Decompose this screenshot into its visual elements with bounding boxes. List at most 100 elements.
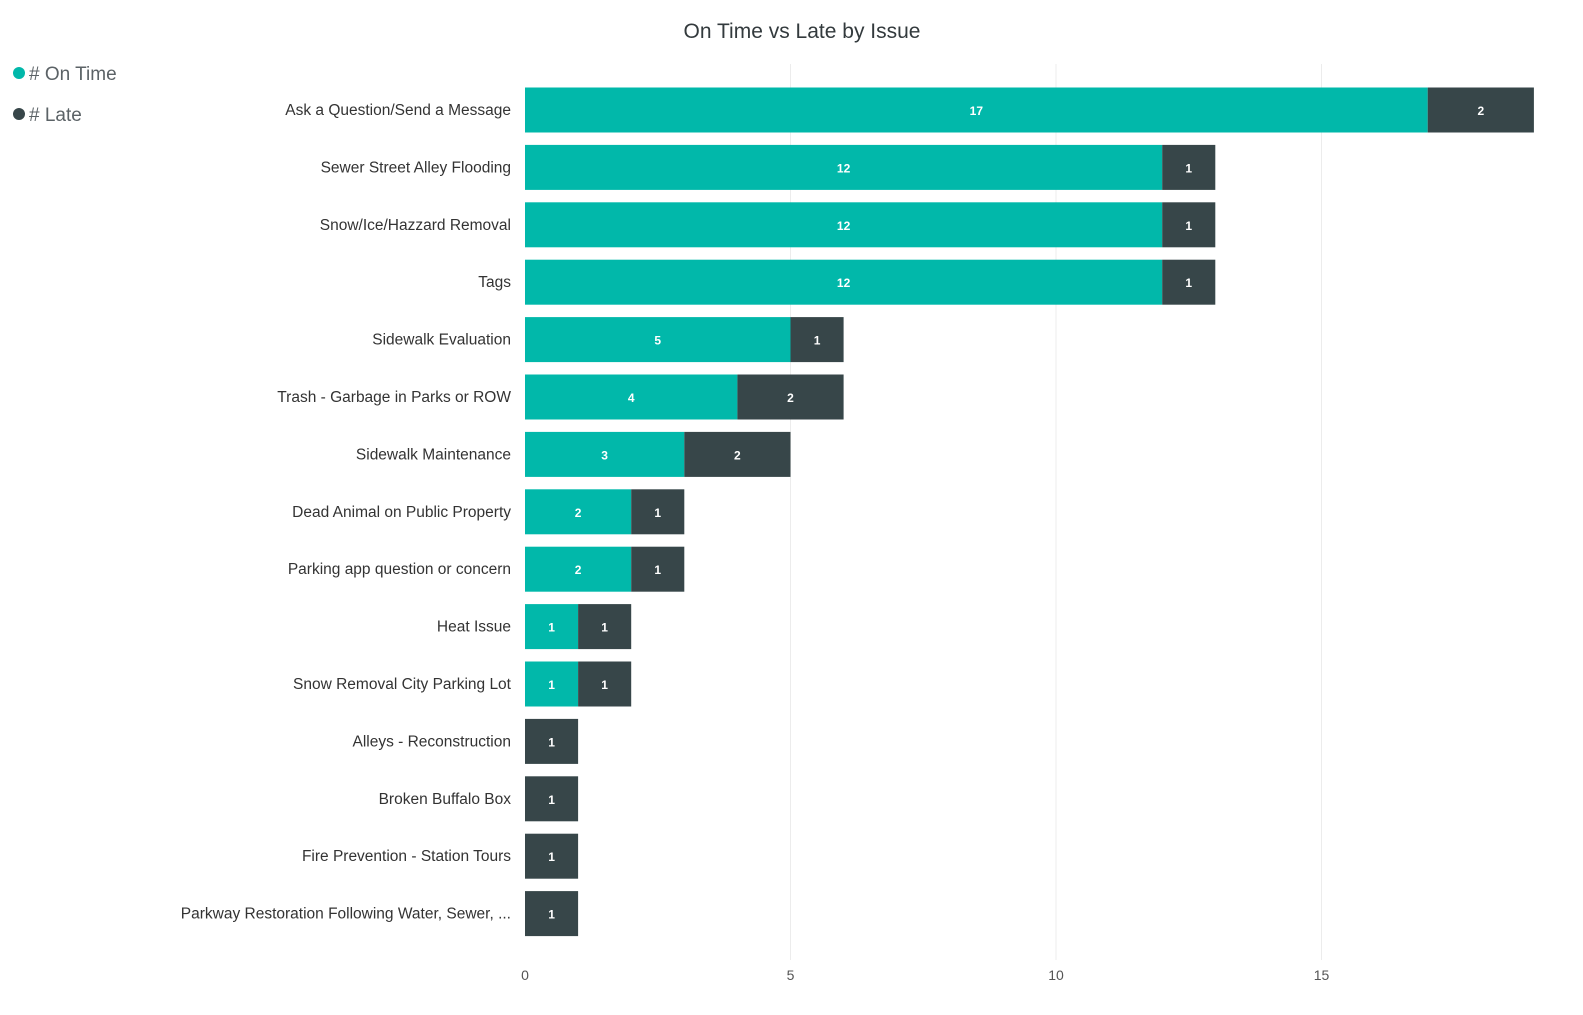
category-label: Tags	[478, 274, 511, 291]
data-label-late: 2	[734, 448, 741, 462]
bar-late[interactable]	[631, 546, 685, 592]
category-label: Dead Animal on Public Property	[292, 504, 511, 521]
data-label-on-time: 5	[654, 334, 661, 348]
data-label-on-time: 1	[548, 621, 555, 635]
bar-late[interactable]	[525, 718, 579, 764]
category-label: Parking app question or concern	[288, 561, 511, 578]
category-label: Parkway Restoration Following Water, Sew…	[181, 906, 511, 923]
data-label-late: 1	[654, 563, 661, 577]
bar-late[interactable]	[525, 891, 579, 937]
category-label: Snow/Ice/Hazzard Removal	[320, 217, 511, 234]
legend-label-late: # Late	[29, 105, 82, 126]
bar-on-time[interactable]	[525, 374, 738, 420]
category-label: Ask a Question/Send a Message	[285, 102, 511, 119]
data-label-late: 1	[548, 735, 555, 749]
category-label: Sidewalk Evaluation	[372, 332, 511, 349]
data-label-on-time: 1	[548, 678, 555, 692]
bar-on-time[interactable]	[525, 489, 632, 535]
bar-on-time[interactable]	[525, 202, 1163, 248]
bar-late[interactable]	[525, 833, 579, 879]
data-label-late: 1	[1185, 276, 1192, 290]
category-labels: Ask a Question/Send a Message Sewer Stree…	[181, 102, 512, 923]
bar-on-time[interactable]	[525, 431, 685, 477]
data-label-late: 1	[601, 678, 608, 692]
bar-row[interactable]: 1	[525, 718, 579, 764]
data-label-on-time: 12	[837, 161, 851, 175]
data-label-on-time: 2	[575, 563, 582, 577]
data-label-late: 2	[787, 391, 794, 405]
data-label-late: 1	[654, 506, 661, 520]
bar-late[interactable]	[578, 604, 632, 650]
category-label: Fire Prevention - Station Tours	[302, 848, 511, 865]
bar-late[interactable]	[790, 317, 844, 363]
data-label-late: 1	[814, 334, 821, 348]
bar-row[interactable]: 12 1	[525, 202, 1216, 248]
x-tick-label: 5	[787, 967, 795, 983]
category-label: Sewer Street Alley Flooding	[321, 159, 511, 176]
bar-row[interactable]: 12 1	[525, 259, 1216, 305]
x-tick-label: 0	[521, 967, 529, 983]
category-label: Heat Issue	[437, 619, 511, 636]
data-label-late: 1	[1185, 219, 1192, 233]
legend-item-late[interactable]: # Late	[13, 105, 82, 126]
bar-row[interactable]: 1	[525, 891, 579, 937]
bar-late[interactable]	[631, 489, 685, 535]
category-label: Alleys - Reconstruction	[352, 733, 511, 750]
data-label-late: 1	[548, 793, 555, 807]
category-label: Snow Removal City Parking Lot	[293, 676, 512, 693]
legend-label-on-time: # On Time	[29, 64, 117, 85]
data-label-on-time: 12	[837, 219, 851, 233]
data-label-late: 1	[601, 621, 608, 635]
bar-on-time[interactable]	[525, 546, 632, 592]
data-label-late: 2	[1477, 104, 1484, 118]
data-label-late: 1	[548, 908, 555, 922]
bar-on-time[interactable]	[525, 144, 1163, 190]
data-label-on-time: 17	[970, 104, 984, 118]
legend-swatch-late	[13, 108, 25, 120]
category-label: Sidewalk Maintenance	[356, 446, 511, 463]
bar-late[interactable]	[1162, 202, 1216, 248]
bar-late[interactable]	[525, 776, 579, 822]
data-label-on-time: 2	[575, 506, 582, 520]
gridlines	[790, 64, 1322, 960]
category-label: Broken Buffalo Box	[379, 791, 512, 808]
category-label: Trash - Garbage in Parks or ROW	[277, 389, 511, 406]
data-label-late: 1	[1185, 161, 1192, 175]
x-axis-ticks: 0 5 10 15	[521, 967, 1329, 983]
bar-late[interactable]	[578, 661, 632, 707]
bar-row[interactable]: 17 2	[525, 87, 1534, 133]
bar-on-time[interactable]	[525, 604, 579, 650]
bar-late[interactable]	[684, 431, 791, 477]
legend[interactable]: # On Time # Late	[13, 64, 117, 126]
chart-title: On Time vs Late by Issue	[684, 20, 921, 43]
legend-swatch-on-time	[13, 67, 25, 79]
bar-late[interactable]	[1162, 144, 1216, 190]
bar-on-time[interactable]	[525, 661, 579, 707]
bar-late[interactable]	[737, 374, 844, 420]
data-label-on-time: 4	[628, 391, 635, 405]
legend-item-on-time[interactable]: # On Time	[13, 64, 117, 85]
bar-row[interactable]: 1	[525, 833, 579, 879]
bar-row[interactable]: 12 1	[525, 144, 1216, 190]
data-label-late: 1	[548, 850, 555, 864]
bar-late[interactable]	[1162, 259, 1216, 305]
x-tick-label: 15	[1314, 967, 1330, 983]
data-label-on-time: 12	[837, 276, 851, 290]
bar-on-time[interactable]	[525, 317, 791, 363]
bar-row[interactable]: 1	[525, 776, 579, 822]
data-label-on-time: 3	[601, 448, 608, 462]
bar-late[interactable]	[1427, 87, 1534, 133]
x-tick-label: 10	[1048, 967, 1064, 983]
bar-on-time[interactable]	[525, 87, 1428, 133]
bar-on-time[interactable]	[525, 259, 1163, 305]
